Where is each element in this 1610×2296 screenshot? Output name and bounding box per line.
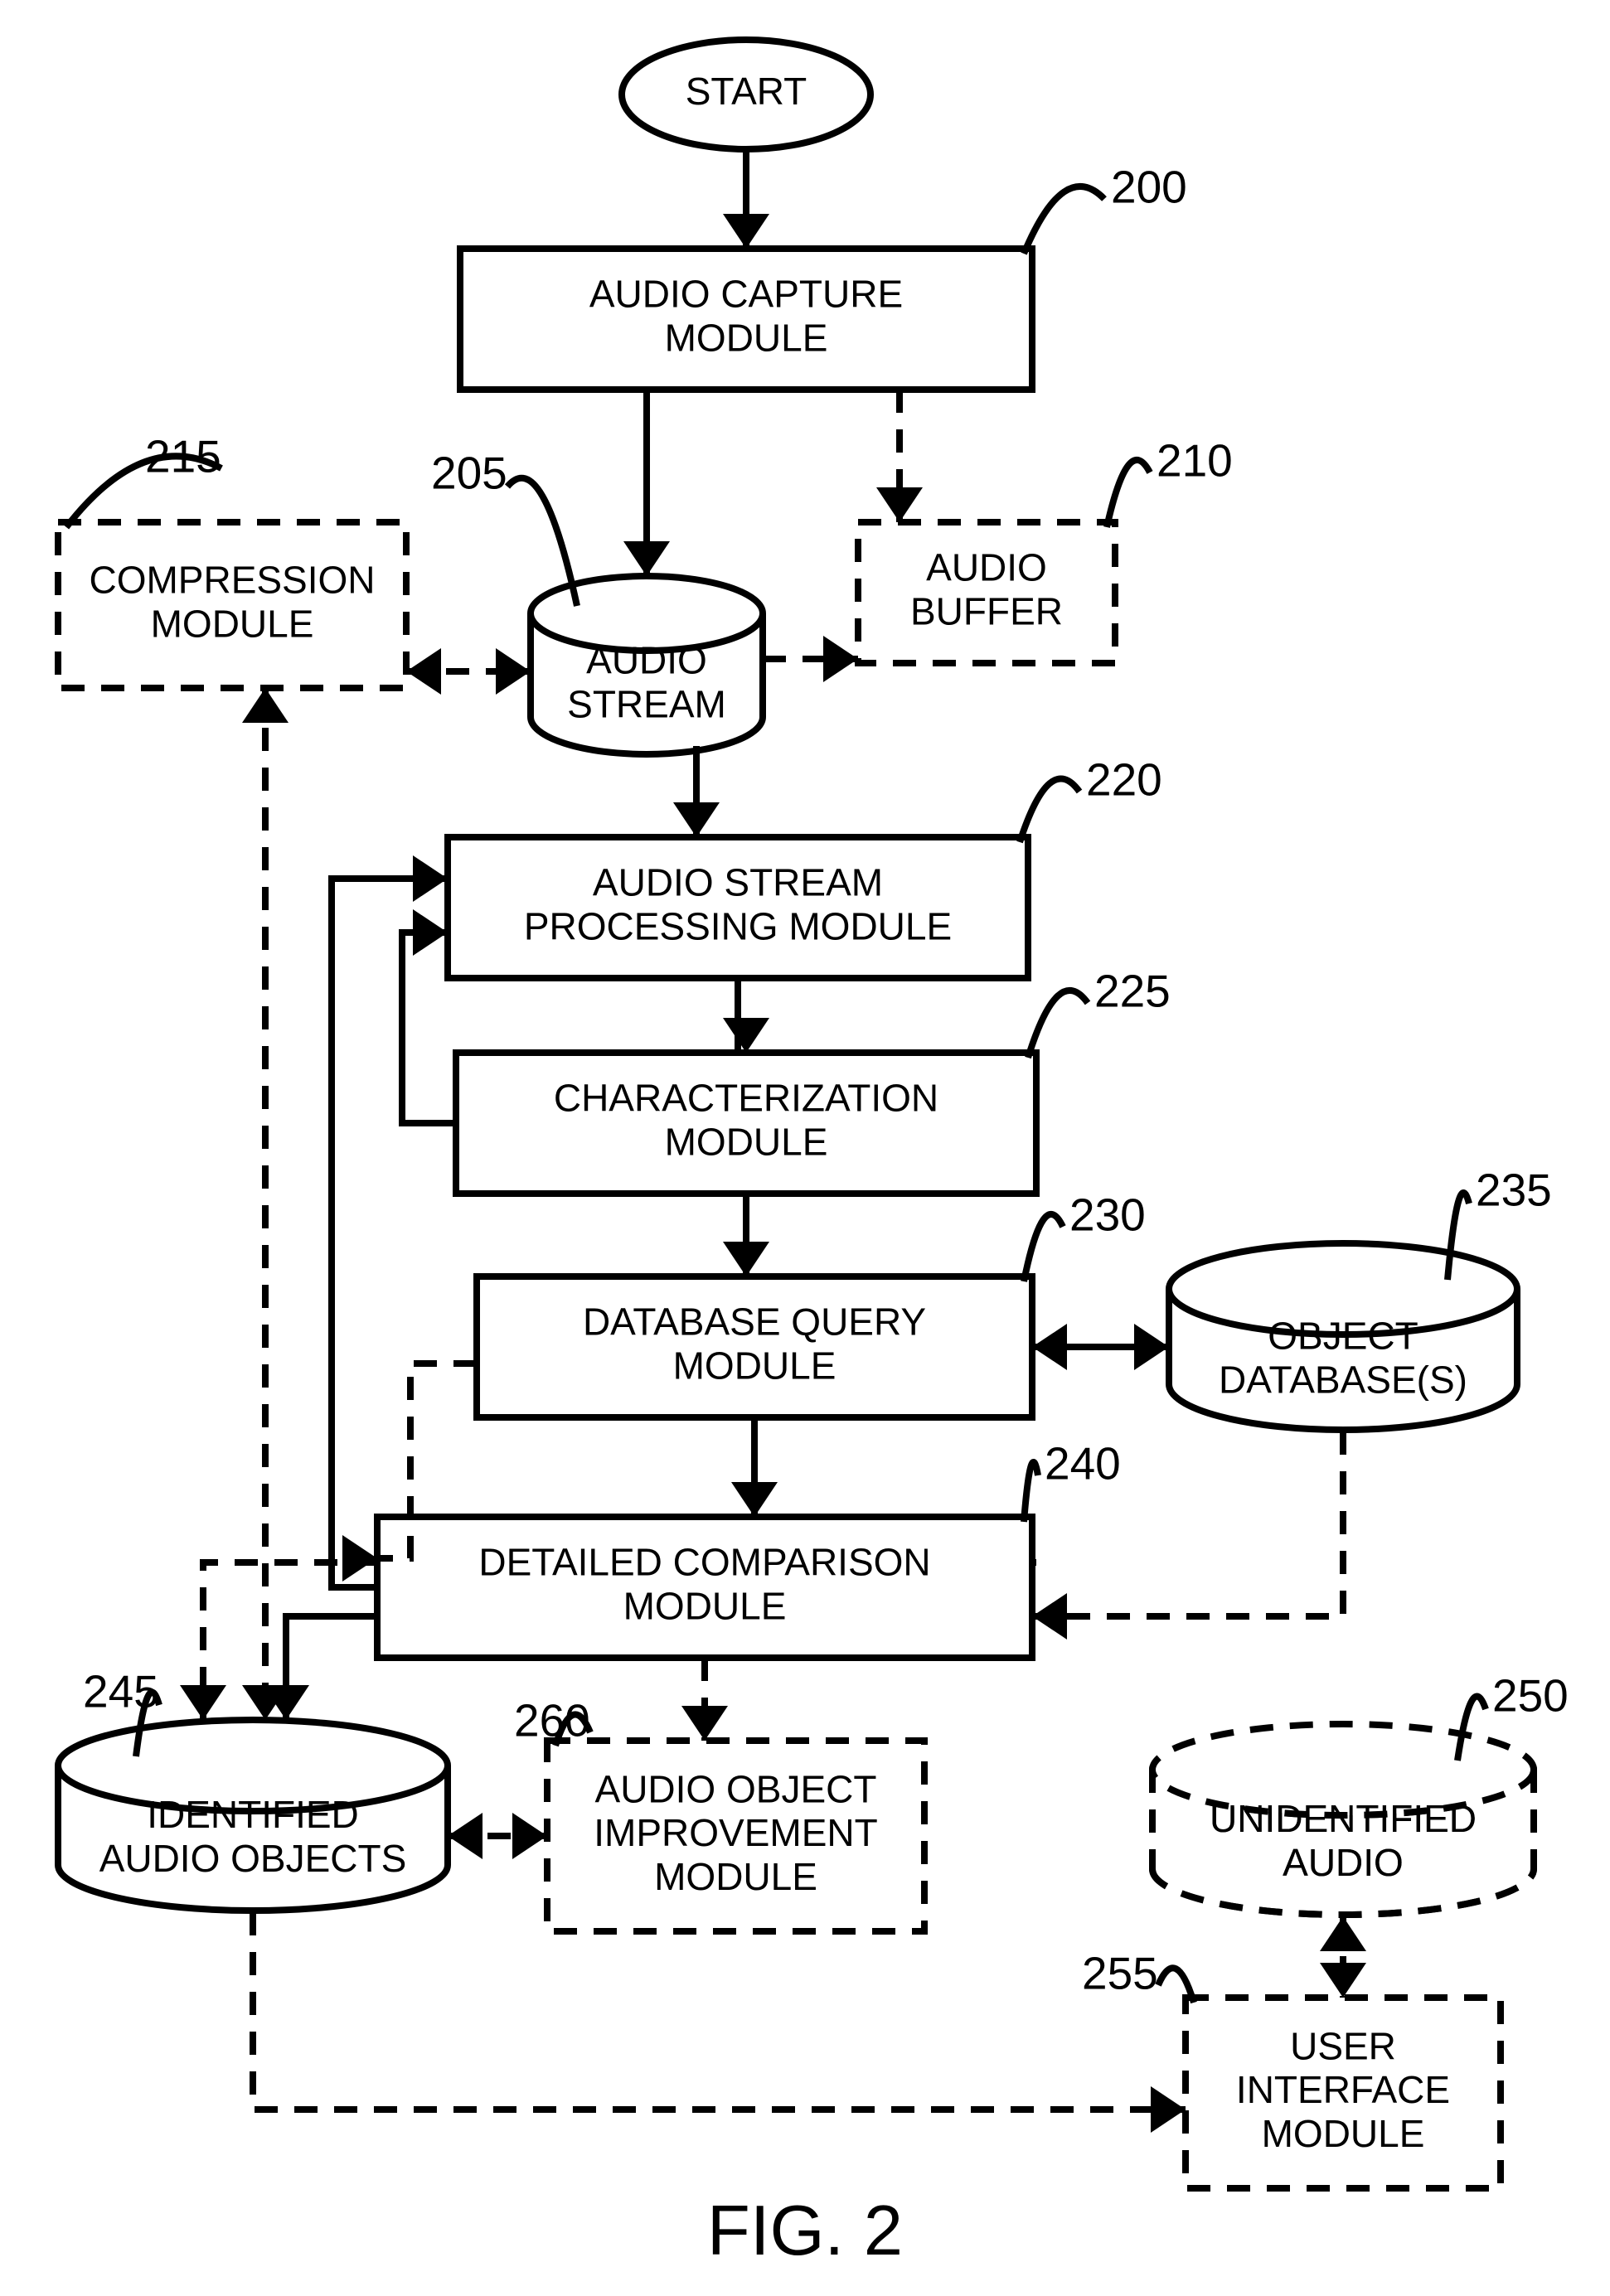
svg-text:AUDIO STREAM: AUDIO STREAM — [593, 861, 883, 904]
svg-text:AUDIO CAPTURE: AUDIO CAPTURE — [589, 273, 903, 316]
svg-text:AUDIO: AUDIO — [926, 546, 1047, 589]
svg-text:255: 255 — [1082, 1948, 1158, 1999]
svg-text:AUDIO OBJECTS: AUDIO OBJECTS — [99, 1837, 407, 1880]
svg-text:260: 260 — [514, 1695, 590, 1746]
svg-text:UNIDENTIFIED: UNIDENTIFIED — [1210, 1797, 1477, 1840]
svg-text:IMPROVEMENT: IMPROVEMENT — [594, 1811, 877, 1854]
svg-text:FIG. 2: FIG. 2 — [707, 2192, 903, 2270]
svg-text:IDENTIFIED: IDENTIFIED — [147, 1793, 359, 1836]
svg-text:START: START — [686, 70, 807, 113]
svg-text:210: 210 — [1157, 435, 1233, 487]
svg-text:MODULE: MODULE — [151, 603, 314, 646]
svg-text:DATABASE(S): DATABASE(S) — [1219, 1359, 1467, 1402]
svg-text:MODULE: MODULE — [654, 1855, 817, 1898]
svg-text:220: 220 — [1086, 754, 1162, 806]
svg-text:250: 250 — [1492, 1670, 1569, 1722]
svg-text:MODULE: MODULE — [665, 317, 828, 360]
svg-text:230: 230 — [1069, 1189, 1146, 1241]
svg-text:INTERFACE: INTERFACE — [1236, 2068, 1450, 2111]
svg-text:MODULE: MODULE — [1262, 2112, 1425, 2155]
svg-text:AUDIO: AUDIO — [586, 639, 707, 682]
svg-text:AUDIO: AUDIO — [1283, 1841, 1404, 1884]
svg-text:200: 200 — [1111, 162, 1187, 213]
svg-text:OBJECT: OBJECT — [1268, 1315, 1418, 1358]
svg-text:235: 235 — [1476, 1165, 1552, 1216]
svg-text:205: 205 — [431, 448, 507, 499]
svg-text:DATABASE QUERY: DATABASE QUERY — [583, 1301, 926, 1344]
svg-text:USER: USER — [1290, 2024, 1396, 2067]
svg-text:BUFFER: BUFFER — [910, 590, 1063, 633]
svg-text:STREAM: STREAM — [567, 683, 726, 726]
svg-text:COMPRESSION: COMPRESSION — [89, 559, 375, 602]
svg-text:MODULE: MODULE — [665, 1121, 828, 1164]
svg-text:225: 225 — [1094, 966, 1171, 1017]
svg-text:AUDIO OBJECT: AUDIO OBJECT — [595, 1767, 877, 1810]
svg-text:240: 240 — [1045, 1438, 1121, 1489]
svg-text:PROCESSING MODULE: PROCESSING MODULE — [524, 905, 952, 948]
svg-text:MODULE: MODULE — [673, 1344, 837, 1388]
svg-text:DETAILED COMPARISON: DETAILED COMPARISON — [478, 1541, 930, 1584]
svg-text:MODULE: MODULE — [623, 1585, 787, 1628]
svg-text:CHARACTERIZATION: CHARACTERIZATION — [554, 1077, 938, 1120]
